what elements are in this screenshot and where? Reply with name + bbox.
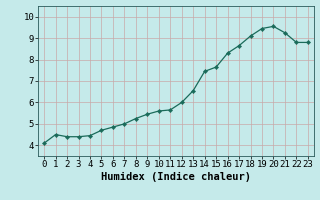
X-axis label: Humidex (Indice chaleur): Humidex (Indice chaleur)	[101, 172, 251, 182]
